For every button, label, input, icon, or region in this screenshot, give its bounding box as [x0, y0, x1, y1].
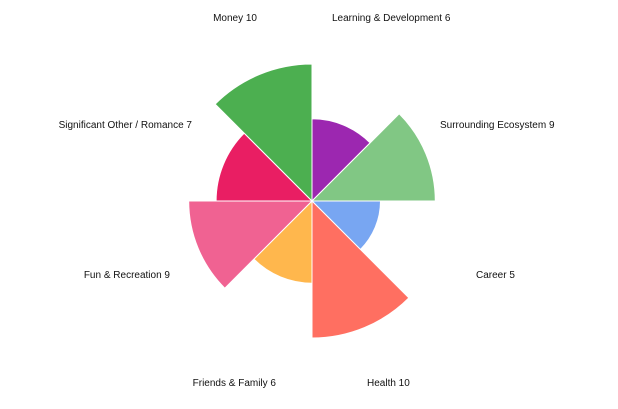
sector-fun-recreation[interactable] [188, 200, 314, 289]
sector-health[interactable] [311, 199, 410, 339]
label-friends-family: Friends & Family 6 [193, 378, 277, 389]
sector-friends-family[interactable] [253, 199, 313, 284]
sector-money[interactable] [214, 63, 313, 203]
label-surrounding-ecosystem: Surrounding Ecosystem 9 [440, 120, 555, 131]
sector-surrounding-ecosystem[interactable] [310, 113, 436, 202]
label-money: Money 10 [213, 13, 257, 24]
chart-labels: Learning & Development 6 Surrounding Ecos… [59, 13, 555, 389]
sector-learning-development[interactable] [311, 118, 371, 203]
chart-sectors [188, 63, 436, 339]
label-significant-other-romance: Significant Other / Romance 7 [59, 120, 193, 131]
label-learning-development: Learning & Development 6 [332, 13, 451, 24]
label-health: Health 10 [367, 378, 410, 389]
label-fun-recreation: Fun & Recreation 9 [84, 270, 171, 281]
sector-significant-other-romance[interactable] [215, 132, 314, 202]
label-career: Career 5 [476, 270, 515, 281]
